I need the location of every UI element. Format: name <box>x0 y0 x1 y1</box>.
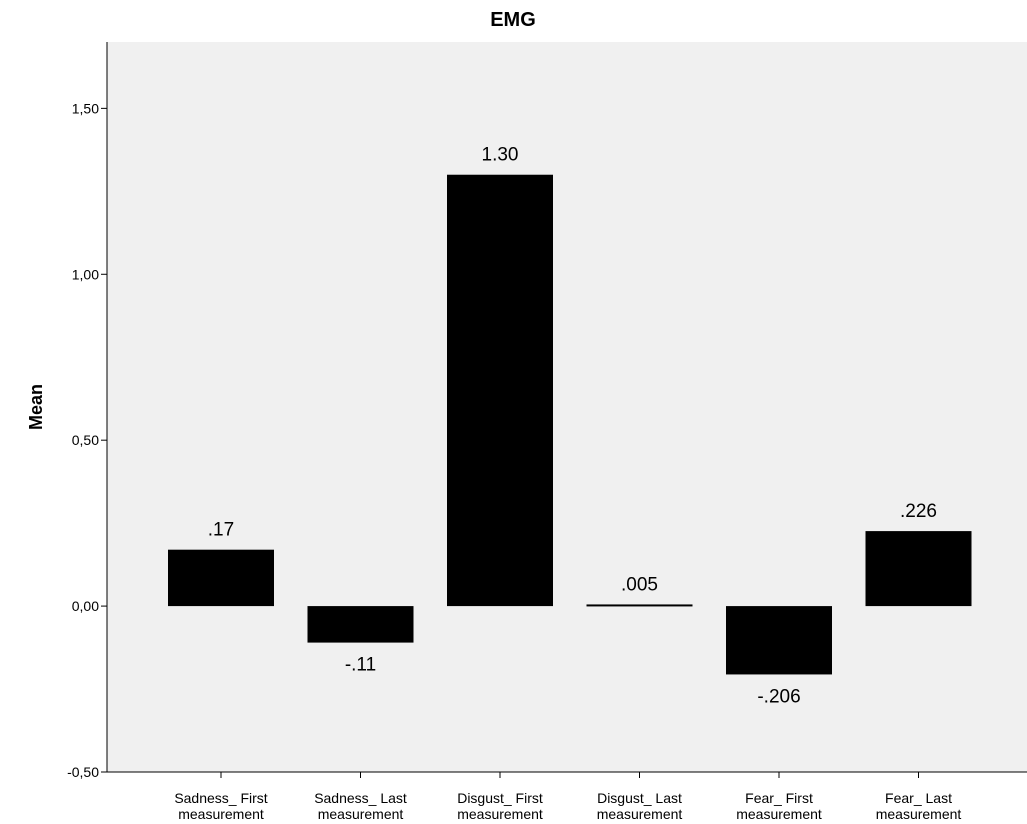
y-tick-label: -0,50 <box>67 764 99 780</box>
x-tick-label: measurement <box>178 806 264 822</box>
y-tick-label: 1,00 <box>72 266 99 282</box>
x-tick-label: measurement <box>318 806 404 822</box>
bar-6 <box>865 531 972 607</box>
data-label-1: .17 <box>208 520 234 541</box>
x-tick-label: Sadness_ Last <box>314 790 407 806</box>
plot-area <box>107 42 1027 772</box>
x-tick-label: measurement <box>876 806 962 822</box>
x-tick-label: Disgust_ First <box>457 790 543 806</box>
chart-title: EMG <box>490 9 536 31</box>
x-tick-label: measurement <box>597 806 683 822</box>
x-tick-label: measurement <box>457 806 543 822</box>
x-tick-label: Disgust_ Last <box>597 790 682 806</box>
bar-4 <box>586 604 693 607</box>
data-label-2: -.11 <box>345 655 376 676</box>
data-label-5: -.206 <box>757 686 800 707</box>
axes-group <box>106 42 1027 773</box>
data-label-6: .226 <box>900 501 937 522</box>
x-tick-label: measurement <box>736 806 822 822</box>
data-labels-group: .17 -.11 1.30 .005 -.206 .226 <box>208 145 937 708</box>
bars-group <box>168 174 972 675</box>
y-ticks-group: -0,50 0,00 0,50 1,00 1,50 <box>67 100 107 780</box>
bar-1 <box>168 549 274 607</box>
x-tick-label: Fear_ Last <box>885 790 952 806</box>
data-label-3: 1.30 <box>482 145 519 166</box>
bar-3 <box>447 174 553 607</box>
x-tick-label: Fear_ First <box>745 790 813 806</box>
x-tick-label: Sadness_ First <box>174 790 267 806</box>
data-label-4: .005 <box>621 574 658 595</box>
y-tick-label: 0,00 <box>72 598 99 614</box>
y-tick-label: 1,50 <box>72 100 99 116</box>
y-axis-label: Mean <box>26 384 46 430</box>
y-tick-label: 0,50 <box>72 432 99 448</box>
bar-2 <box>307 606 414 643</box>
bar-5 <box>726 606 832 675</box>
